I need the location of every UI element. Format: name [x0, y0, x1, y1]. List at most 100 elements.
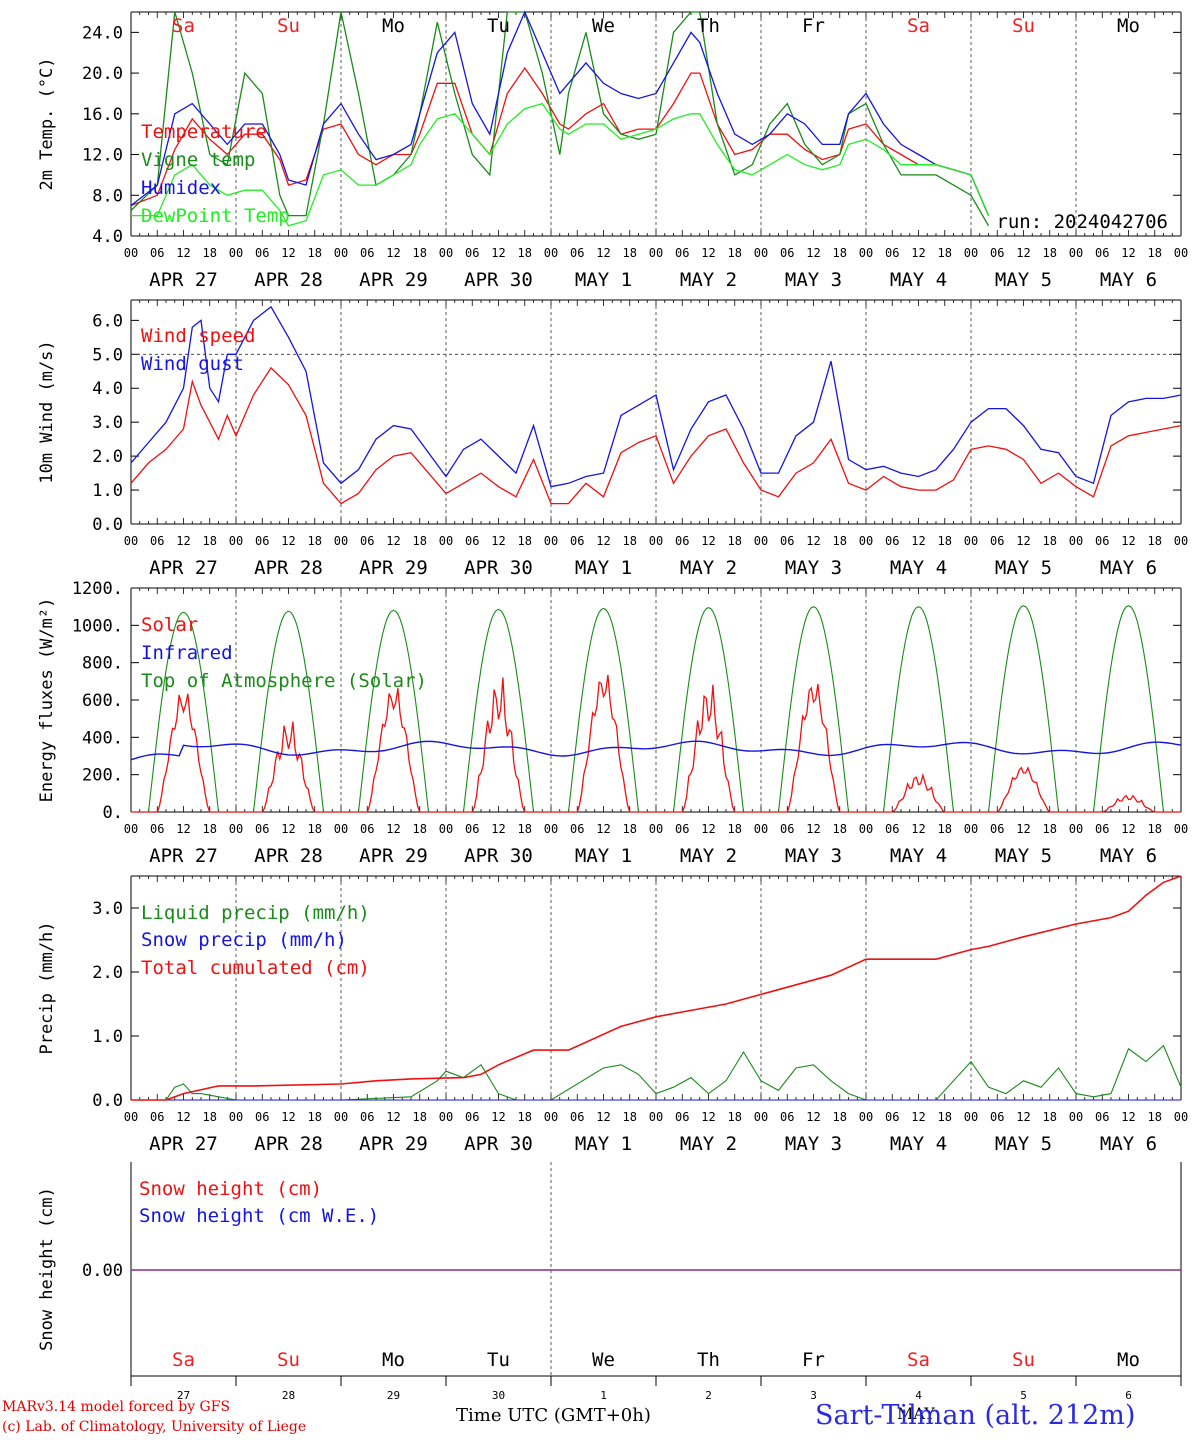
hour-tick-label: 06 — [150, 534, 164, 548]
day-date-label: APR 30 — [464, 269, 533, 291]
hour-tick-label: 18 — [203, 1110, 217, 1124]
hour-tick-label: 00 — [1069, 246, 1083, 260]
hour-tick-label: 06 — [570, 246, 584, 260]
y-tick-label: 2.0 — [92, 447, 123, 467]
hour-tick-label: 00 — [964, 1110, 978, 1124]
legend-label: Snow height (cm W.E.) — [139, 1205, 379, 1227]
energy-panel: 0. 200. 400. 600. 800. 1000. 1200. Energy fluxe… — [37, 579, 1188, 867]
y-tick-label: 2.0 — [92, 963, 123, 983]
y-tick-label: 0. — [103, 803, 123, 823]
hour-tick-label: 06 — [360, 1110, 374, 1124]
hour-tick-label: 18 — [518, 534, 532, 548]
day-date-label: MAY 4 — [890, 269, 947, 291]
hour-tick-label: 12 — [491, 534, 505, 548]
hour-tick-label: 12 — [1121, 1110, 1135, 1124]
hour-tick-label: 12 — [911, 822, 925, 836]
weekday-label: We — [592, 15, 615, 37]
hour-tick-label: 12 — [806, 534, 820, 548]
hour-tick-label: 18 — [938, 1110, 952, 1124]
hour-tick-label: 06 — [1095, 246, 1109, 260]
hour-tick-label: 18 — [623, 1110, 637, 1124]
legend-label: Temperature — [141, 121, 267, 143]
legend-label: Vigne temp — [141, 149, 255, 171]
day-date-label: MAY 6 — [1100, 1133, 1157, 1155]
snow-panel: 0.00 Snow height (cm) Snow height (cm) Snow… — [37, 1162, 1182, 1402]
hour-tick-label: 12 — [281, 822, 295, 836]
hour-tick-label: 00 — [229, 246, 243, 260]
hour-tick-label: 12 — [386, 246, 400, 260]
day-number-label: 4 — [915, 1389, 922, 1402]
day-date-label: MAY 3 — [785, 269, 842, 291]
day-number-label: 28 — [282, 1389, 295, 1402]
hour-tick-label: 12 — [1016, 246, 1030, 260]
hour-tick-label: 18 — [413, 1110, 427, 1124]
hour-tick-label: 00 — [124, 534, 138, 548]
day-number-label: 1 — [600, 1389, 607, 1402]
hour-tick-label: 00 — [964, 822, 978, 836]
hour-tick-label: 18 — [203, 534, 217, 548]
day-date-label: MAY 4 — [890, 557, 947, 579]
weekday-label: Tu — [487, 15, 510, 37]
hour-tick-label: 06 — [990, 822, 1004, 836]
legend-label: Top of Atmosphere (Solar) — [141, 670, 427, 692]
hour-tick-label: 18 — [413, 534, 427, 548]
hour-tick-label: 00 — [439, 246, 453, 260]
legend-label: DewPoint Temp — [141, 205, 290, 227]
y-tick-label: 4.0 — [92, 227, 123, 247]
hour-tick-label: 06 — [885, 1110, 899, 1124]
day-date-label: APR 28 — [254, 557, 323, 579]
hour-tick-label: 12 — [911, 534, 925, 548]
legend-label: Wind gust — [141, 353, 244, 375]
day-date-label: APR 29 — [359, 557, 428, 579]
hour-tick-label: 00 — [859, 246, 873, 260]
legend-label: Solar — [141, 614, 198, 636]
hour-tick-label: 12 — [701, 1110, 715, 1124]
y-tick-label: 600. — [82, 691, 123, 711]
weekday-label: Su — [277, 15, 300, 37]
hour-tick-label: 00 — [964, 534, 978, 548]
day-date-label: MAY 3 — [785, 557, 842, 579]
weekday-label: Sa — [172, 1349, 195, 1371]
y-tick-label: 20.0 — [82, 64, 123, 84]
hour-tick-label: 06 — [465, 534, 479, 548]
y-tick-label: 3.0 — [92, 899, 123, 919]
hour-tick-label: 00 — [544, 246, 558, 260]
hour-tick-label: 18 — [1043, 534, 1057, 548]
temperature-panel: 4.0 8.0 12.0 16.0 20.0 24.0 2m Temp. (°C) Tempe… — [37, 10, 1188, 291]
legend-label: Snow precip (mm/h) — [141, 929, 347, 951]
hour-tick-label: 18 — [728, 534, 742, 548]
hour-tick-label: 06 — [675, 246, 689, 260]
hour-tick-label: 00 — [754, 822, 768, 836]
y-axis-label: Snow height (cm) — [37, 1187, 57, 1351]
hour-tick-label: 12 — [1016, 822, 1030, 836]
hour-tick-label: 00 — [859, 822, 873, 836]
hour-tick-label: 06 — [465, 246, 479, 260]
day-date-label: APR 29 — [359, 845, 428, 867]
hour-tick-label: 06 — [885, 534, 899, 548]
day-number-label: 30 — [492, 1389, 505, 1402]
hour-tick-label: 12 — [701, 822, 715, 836]
hour-tick-label: 06 — [885, 246, 899, 260]
hour-tick-label: 12 — [911, 1110, 925, 1124]
hour-tick-label: 18 — [623, 822, 637, 836]
day-date-label: MAY 5 — [995, 1133, 1052, 1155]
hour-tick-label: 06 — [780, 246, 794, 260]
weekday-label: Th — [697, 15, 720, 37]
hour-tick-label: 18 — [1148, 1110, 1162, 1124]
hour-tick-label: 18 — [518, 822, 532, 836]
hour-tick-label: 12 — [701, 534, 715, 548]
y-tick-label: 16.0 — [82, 105, 123, 125]
hour-tick-label: 06 — [465, 1110, 479, 1124]
hour-tick-label: 18 — [938, 822, 952, 836]
day-date-label: MAY 3 — [785, 845, 842, 867]
series-line — [130, 366, 1182, 505]
hour-tick-label: 06 — [780, 822, 794, 836]
hour-tick-label: 12 — [491, 822, 505, 836]
day-date-label: APR 27 — [149, 1133, 218, 1155]
day-number-label: 27 — [177, 1389, 190, 1402]
hour-tick-label: 06 — [255, 246, 269, 260]
hour-tick-label: 18 — [833, 246, 847, 260]
hour-tick-label: 06 — [570, 534, 584, 548]
hour-tick-label: 18 — [203, 822, 217, 836]
